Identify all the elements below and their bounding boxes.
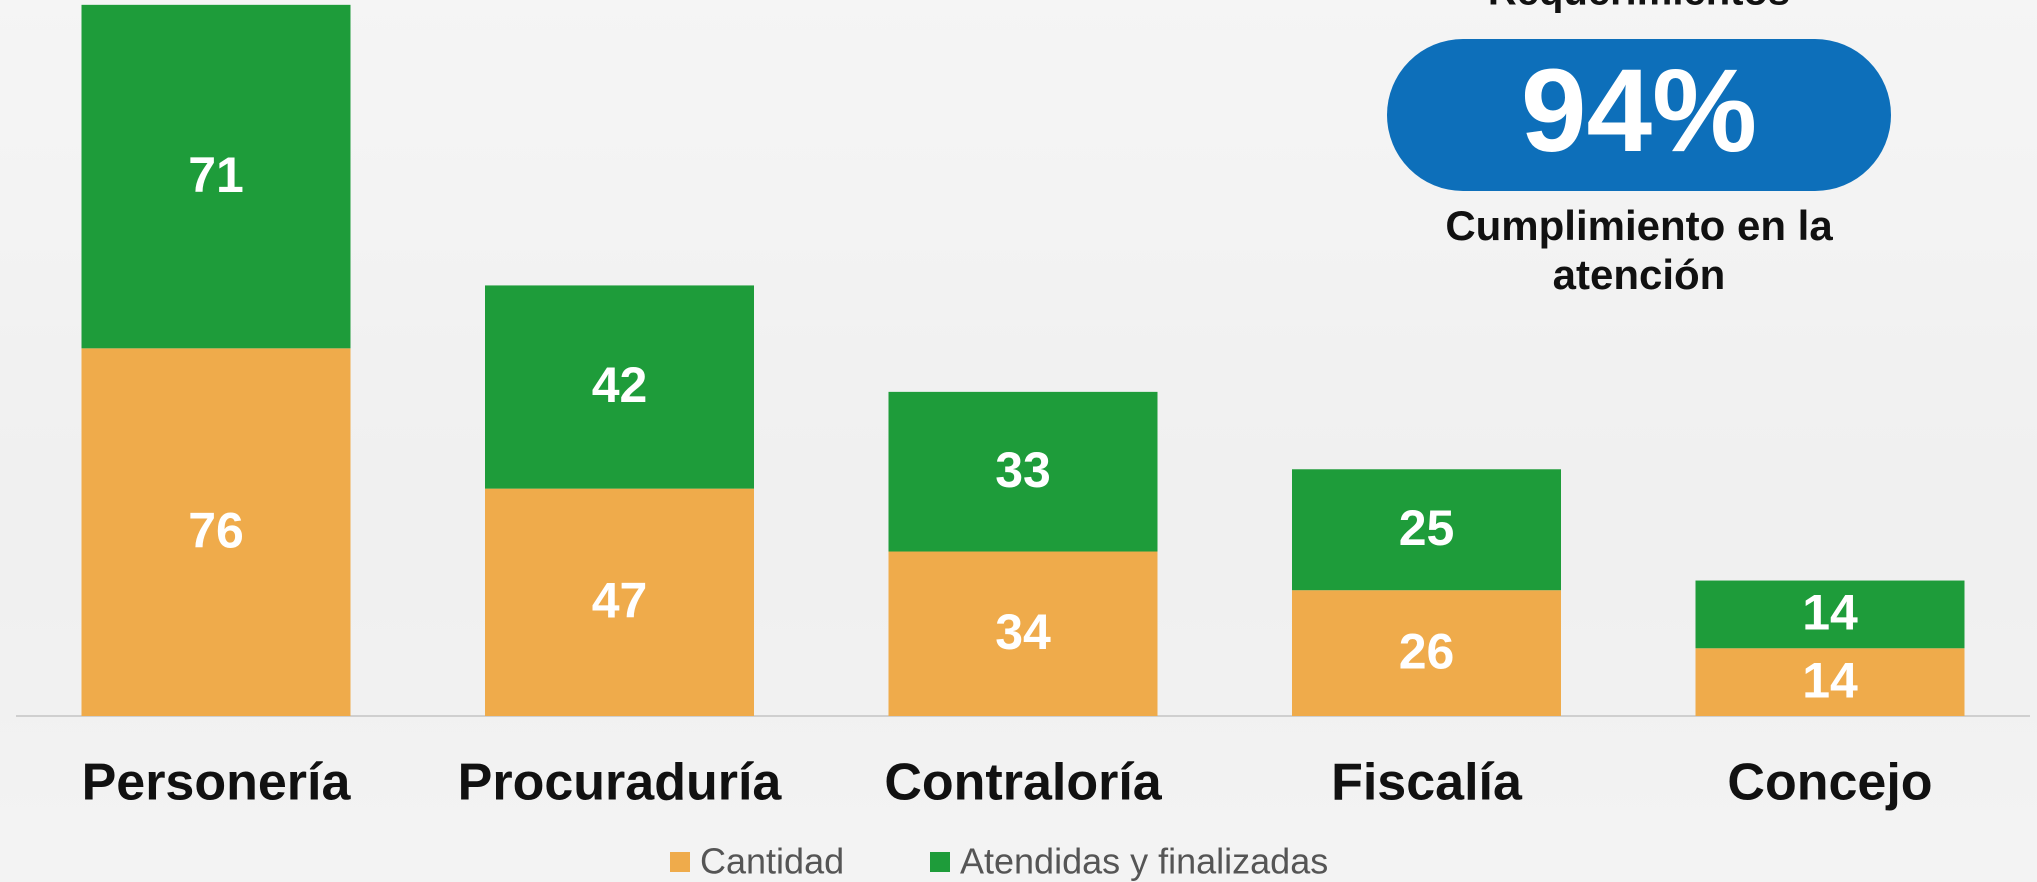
data-label: 14 [1802,585,1858,641]
caption: atención [1553,251,1726,298]
data-label: 71 [188,147,244,203]
bar-segment [485,488,754,716]
data-label: 25 [1399,500,1455,556]
caption: Cumplimiento en la [1445,202,1833,249]
data-label: 47 [592,573,648,629]
bar-segment [1292,590,1561,716]
legend-label: Atendidas y finalizadas [960,841,1328,882]
legend-swatch [670,852,690,872]
badge-value: 94% [1521,45,1757,177]
bar-segment [1695,648,1965,716]
x-tick-label: Concejo [1727,754,1932,812]
x-tick-label: Fiscalía [1331,754,1523,812]
bar-segment [888,391,1158,552]
bar-segment [81,4,351,349]
x-tick-label: Contraloría [884,754,1162,812]
header: Requerimientos [1488,0,1790,14]
badge [1387,39,1891,191]
data-label: 14 [1802,652,1858,708]
x-tick-label: Procuraduría [458,754,783,812]
bar-segment [81,348,351,716]
legend-swatch [930,852,950,872]
x-tick-label: Personería [82,754,352,812]
data-label: 76 [188,502,244,558]
legend-label: Cantidad [700,841,844,882]
bar-segment [888,551,1158,716]
bar-segment [1292,469,1561,591]
bar-segment [485,285,754,489]
data-label: 26 [1399,623,1455,679]
data-label: 33 [995,442,1051,498]
bar-segment [1695,580,1965,649]
data-label: 34 [995,604,1051,660]
data-label: 42 [592,357,648,413]
